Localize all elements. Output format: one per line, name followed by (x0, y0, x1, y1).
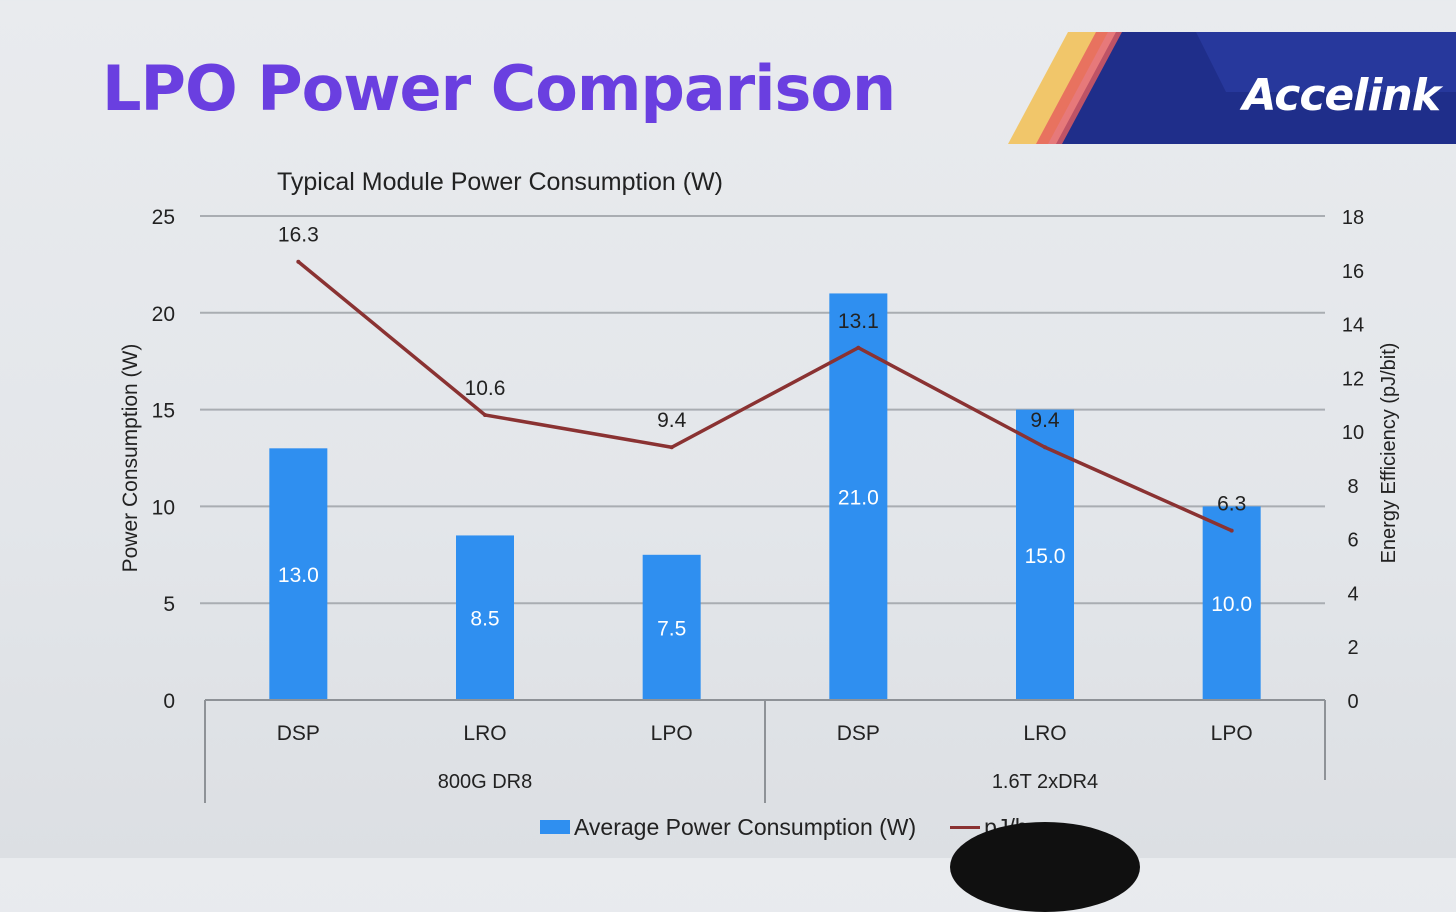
bar-value-label: 15.0 (1025, 545, 1066, 568)
company-logo: Accelink (1242, 70, 1441, 121)
y2-tick-label: 0 (1347, 691, 1358, 713)
x-tick-label: LPO (651, 722, 693, 745)
line-value-label: 16.3 (278, 224, 319, 247)
line-point (669, 445, 674, 450)
bar-value-label: 10.0 (1211, 593, 1252, 616)
y2-tick-label: 8 (1347, 476, 1358, 498)
bar-value-label: 13.0 (278, 564, 319, 587)
line-value-label: 6.3 (1217, 493, 1246, 516)
line-point (1229, 528, 1234, 533)
y-tick-label: 5 (163, 593, 175, 616)
legend: Average Power Consumption (W) pJ/bit (540, 812, 1026, 842)
legend-bar-swatch (540, 820, 570, 834)
line-value-label: 10.6 (465, 377, 506, 400)
bar (269, 448, 328, 700)
y2-tick-label: 14 (1342, 315, 1364, 337)
chart-area: 0 5 10 15 20 25 0 2 4 6 8 10 12 14 16 18 Power Consumpti… (119, 206, 1400, 803)
bar (1202, 506, 1261, 700)
x-tick-label: DSP (837, 722, 880, 745)
y2-tick-label: 6 (1347, 530, 1358, 552)
line-value-label: 9.4 (657, 409, 687, 432)
y-tick-label: 15 (152, 400, 175, 423)
y2-tick-label: 10 (1342, 422, 1364, 444)
line-value-label: 9.4 (1030, 409, 1060, 432)
y2-tick-label: 18 (1342, 207, 1364, 229)
line-series (297, 260, 1233, 533)
y-axis-title: Power Consumption (W) (119, 344, 142, 573)
y2-tick-label: 12 (1342, 368, 1364, 390)
bar (829, 293, 888, 700)
x-tick-label: DSP (277, 722, 320, 745)
line-point (296, 259, 301, 264)
line-point (856, 345, 861, 350)
x-group-label: 800G DR8 (438, 771, 533, 793)
y2-axis-title: Energy Efficiency (pJ/bit) (1378, 343, 1400, 564)
bar-value-label: 21.0 (838, 487, 879, 510)
y2-tick-label: 2 (1347, 637, 1358, 659)
x-tick-label: LPO (1211, 722, 1253, 745)
legend-line-swatch (950, 825, 981, 829)
y-tick-label: 10 (152, 496, 175, 519)
chart-title: Typical Module Power Consumption (W) (277, 168, 723, 196)
y-tick-label: 20 (152, 303, 175, 326)
slide-title: LPO Power Comparison (102, 52, 896, 125)
bar-value-label: 8.5 (470, 608, 499, 631)
line-point (483, 412, 487, 417)
line-value-label: 13.1 (838, 310, 879, 333)
line-point (1043, 445, 1047, 450)
y2-tick-label: 4 (1347, 583, 1358, 605)
y-tick-label: 0 (163, 690, 175, 713)
y2-tick-label: 16 (1342, 261, 1364, 283)
legend-bar-label: Average Power Consumption (W) (574, 813, 917, 840)
bar (456, 535, 514, 700)
x-tick-label: LRO (1023, 722, 1066, 745)
header-banner (1008, 32, 1456, 144)
bar (642, 554, 701, 700)
y-tick-label: 25 (152, 206, 175, 229)
x-group-label: 1.6T 2xDR4 (992, 771, 1098, 793)
x-tick-label: LRO (463, 722, 506, 745)
bar-value-label: 7.5 (657, 617, 686, 640)
bar (1016, 409, 1074, 700)
audience-head-silhouette (950, 822, 1140, 912)
